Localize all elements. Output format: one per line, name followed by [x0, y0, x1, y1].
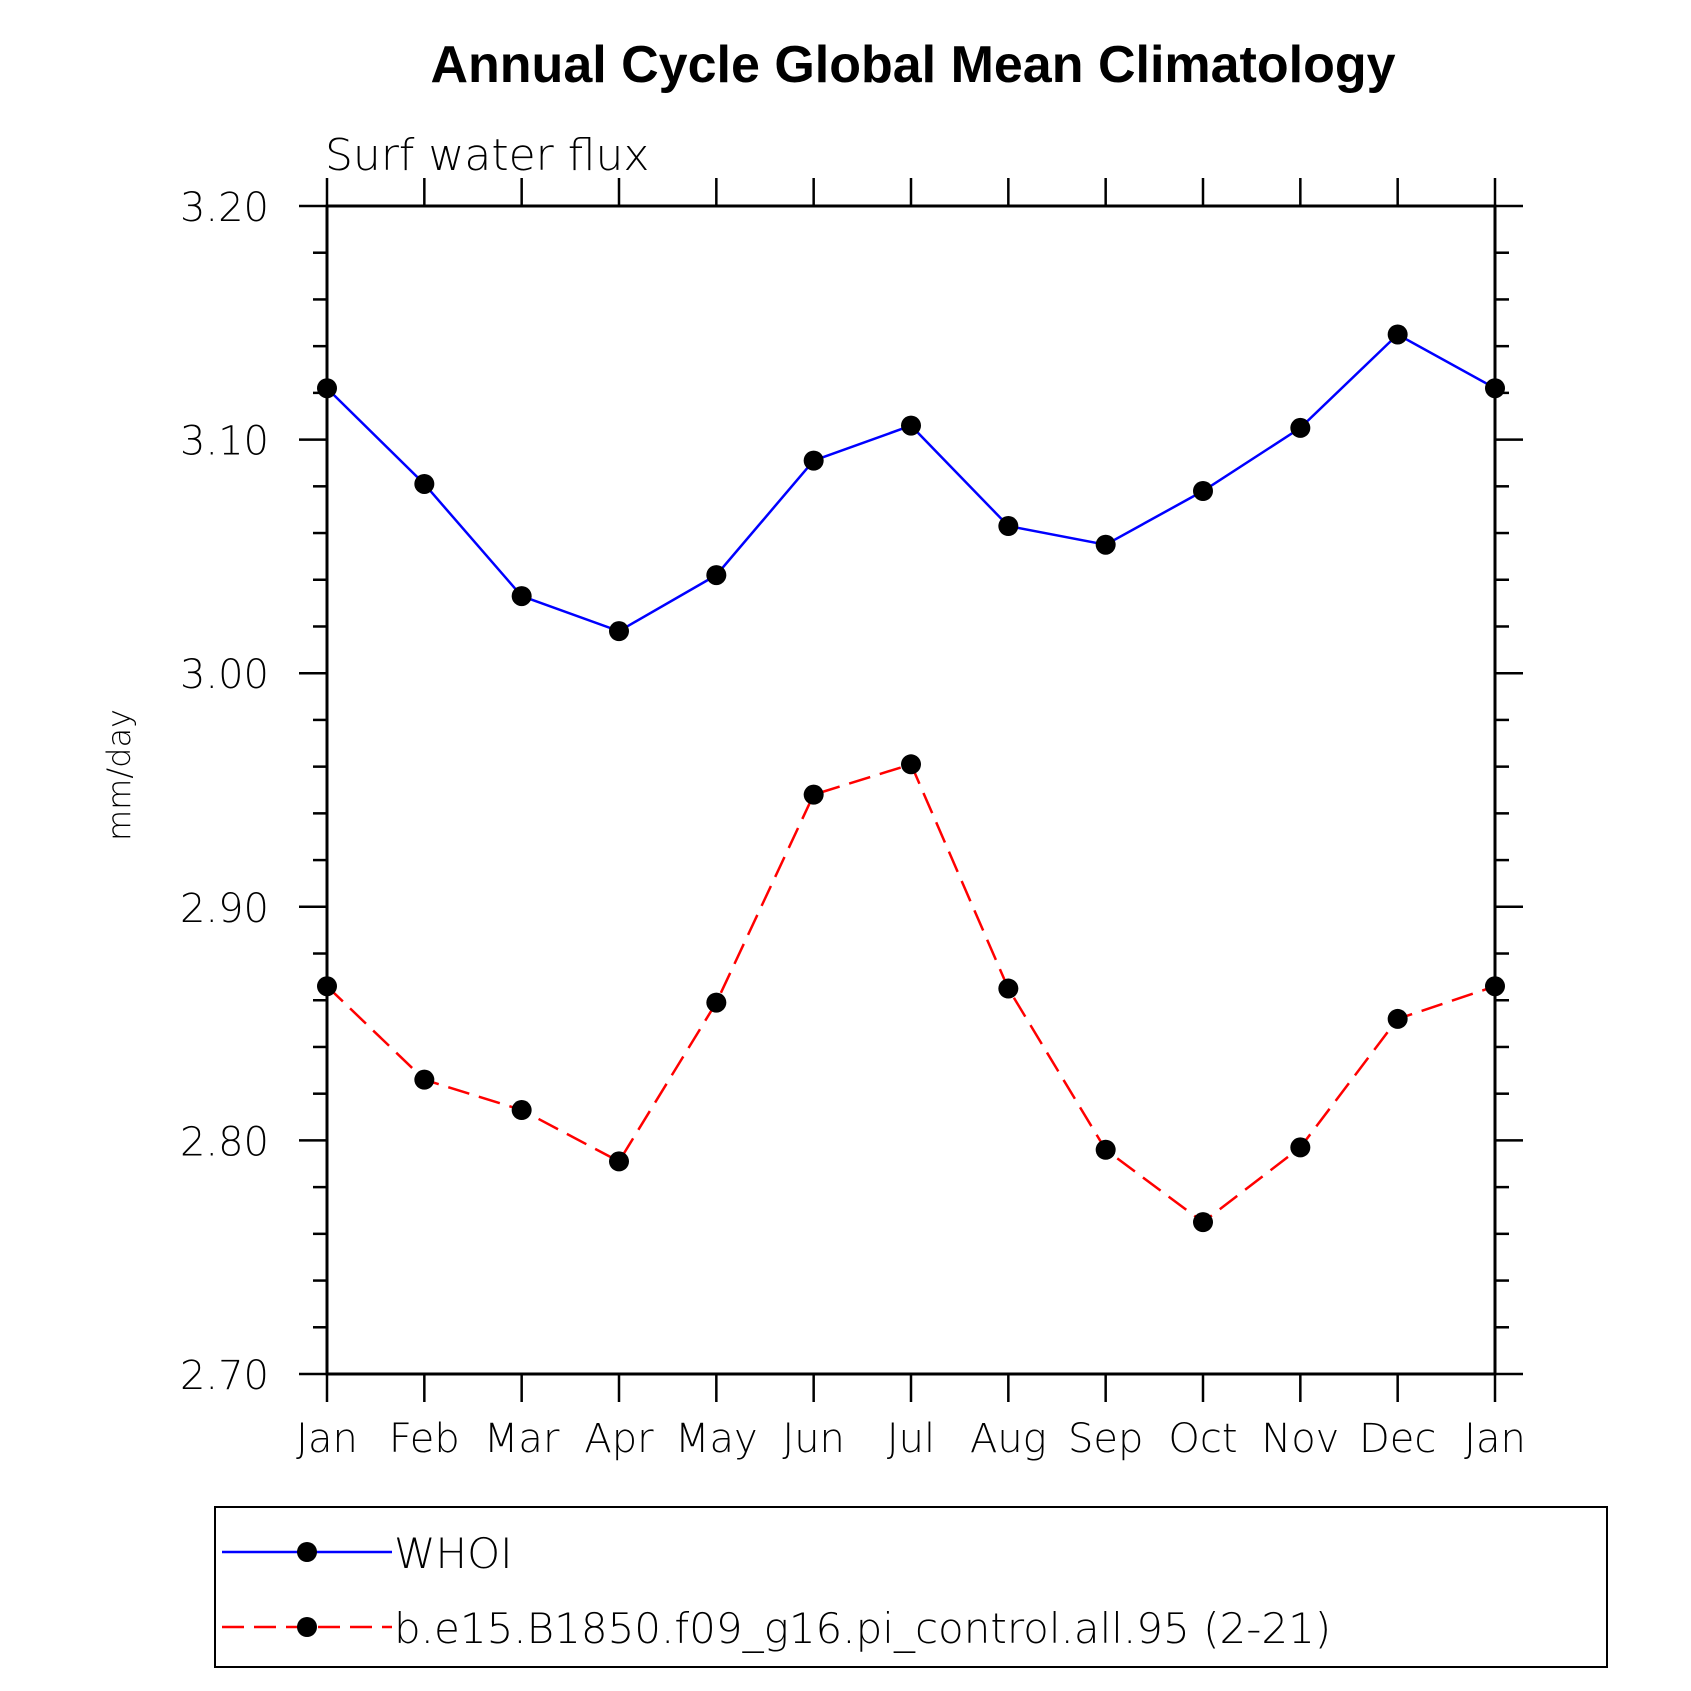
legend-label-model: b.e15.B1850.f09_g16.pi_control.all.95 (2… — [394, 1604, 1331, 1653]
chart-title: Annual Cycle Global Mean Climatology — [430, 36, 1395, 94]
x-tick-label: Apr — [584, 1416, 654, 1462]
series-0-point — [609, 621, 629, 642]
y-tick-label: 2.70 — [180, 1353, 269, 1399]
x-tick-label: Feb — [389, 1416, 460, 1462]
x-tick-label: Aug — [970, 1416, 1047, 1462]
series-0-point — [1290, 417, 1311, 438]
series-1-point — [1193, 1212, 1213, 1233]
series-line-1 — [326, 762, 1496, 1224]
y-tick-label: 3.10 — [180, 419, 269, 465]
series-layer — [317, 324, 1505, 1233]
x-tick-labels: Jan Feb Mar Apr May Jun Jul Aug Sep Oct Nov Dec Jan — [296, 1416, 1526, 1462]
y-axis-label: mm/day — [100, 709, 138, 841]
series-1-point — [414, 1069, 435, 1090]
series-0-point — [901, 415, 921, 436]
series-line-0 — [326, 332, 1496, 633]
x-tick-label: May — [675, 1416, 758, 1462]
series-1-point — [803, 784, 824, 805]
y-tick-label: 2.80 — [180, 1119, 269, 1165]
x-tick-label: Dec — [1359, 1416, 1436, 1462]
series-0-point — [414, 473, 435, 494]
x-tick-label: Oct — [1168, 1416, 1237, 1462]
y-tick-labels: 2.70 2.80 2.90 3.00 3.10 3.20 — [180, 185, 269, 1399]
series-0-point — [998, 516, 1019, 537]
series-1-point — [706, 992, 727, 1013]
x-tick-label: Mar — [484, 1416, 560, 1462]
series-1-point — [998, 978, 1019, 999]
series-0-point — [1387, 324, 1408, 345]
x-tick-label: Nov — [1261, 1416, 1339, 1462]
series-0-point — [706, 565, 727, 586]
y-tick-label: 3.20 — [180, 185, 269, 231]
series-1-point — [1290, 1137, 1311, 1158]
legend: WHOI b.e15.B1850.f09_g16.pi_control.all.… — [214, 1506, 1608, 1668]
series-0-point — [1095, 534, 1116, 555]
legend-marker-whoi — [297, 1542, 317, 1562]
x-tick-label: Jul — [887, 1416, 935, 1462]
series-1-point — [1095, 1139, 1116, 1160]
series-0-point — [511, 586, 532, 607]
series-0-point — [803, 450, 824, 471]
plot-frame — [325, 204, 1497, 1376]
legend-box — [214, 1506, 1608, 1668]
series-1-point — [511, 1100, 532, 1121]
x-tick-label: Jan — [296, 1416, 358, 1462]
y-tick-label: 2.90 — [180, 886, 269, 932]
legend-marker-model — [297, 1617, 317, 1637]
series-1-point — [901, 754, 921, 775]
legend-label-whoi: WHOI — [394, 1529, 513, 1578]
x-tick-label: Jan — [1464, 1416, 1526, 1462]
chart-subtitle: Surf water flux — [325, 130, 649, 181]
y-tick-label: 3.00 — [180, 652, 269, 698]
x-tick-label: Jun — [782, 1416, 845, 1462]
x-tick-label: Sep — [1068, 1416, 1143, 1462]
series-0-point — [1193, 480, 1213, 501]
series-1-point — [1387, 1008, 1408, 1029]
axis-ticks — [299, 178, 1523, 1402]
series-1-point — [609, 1151, 629, 1172]
